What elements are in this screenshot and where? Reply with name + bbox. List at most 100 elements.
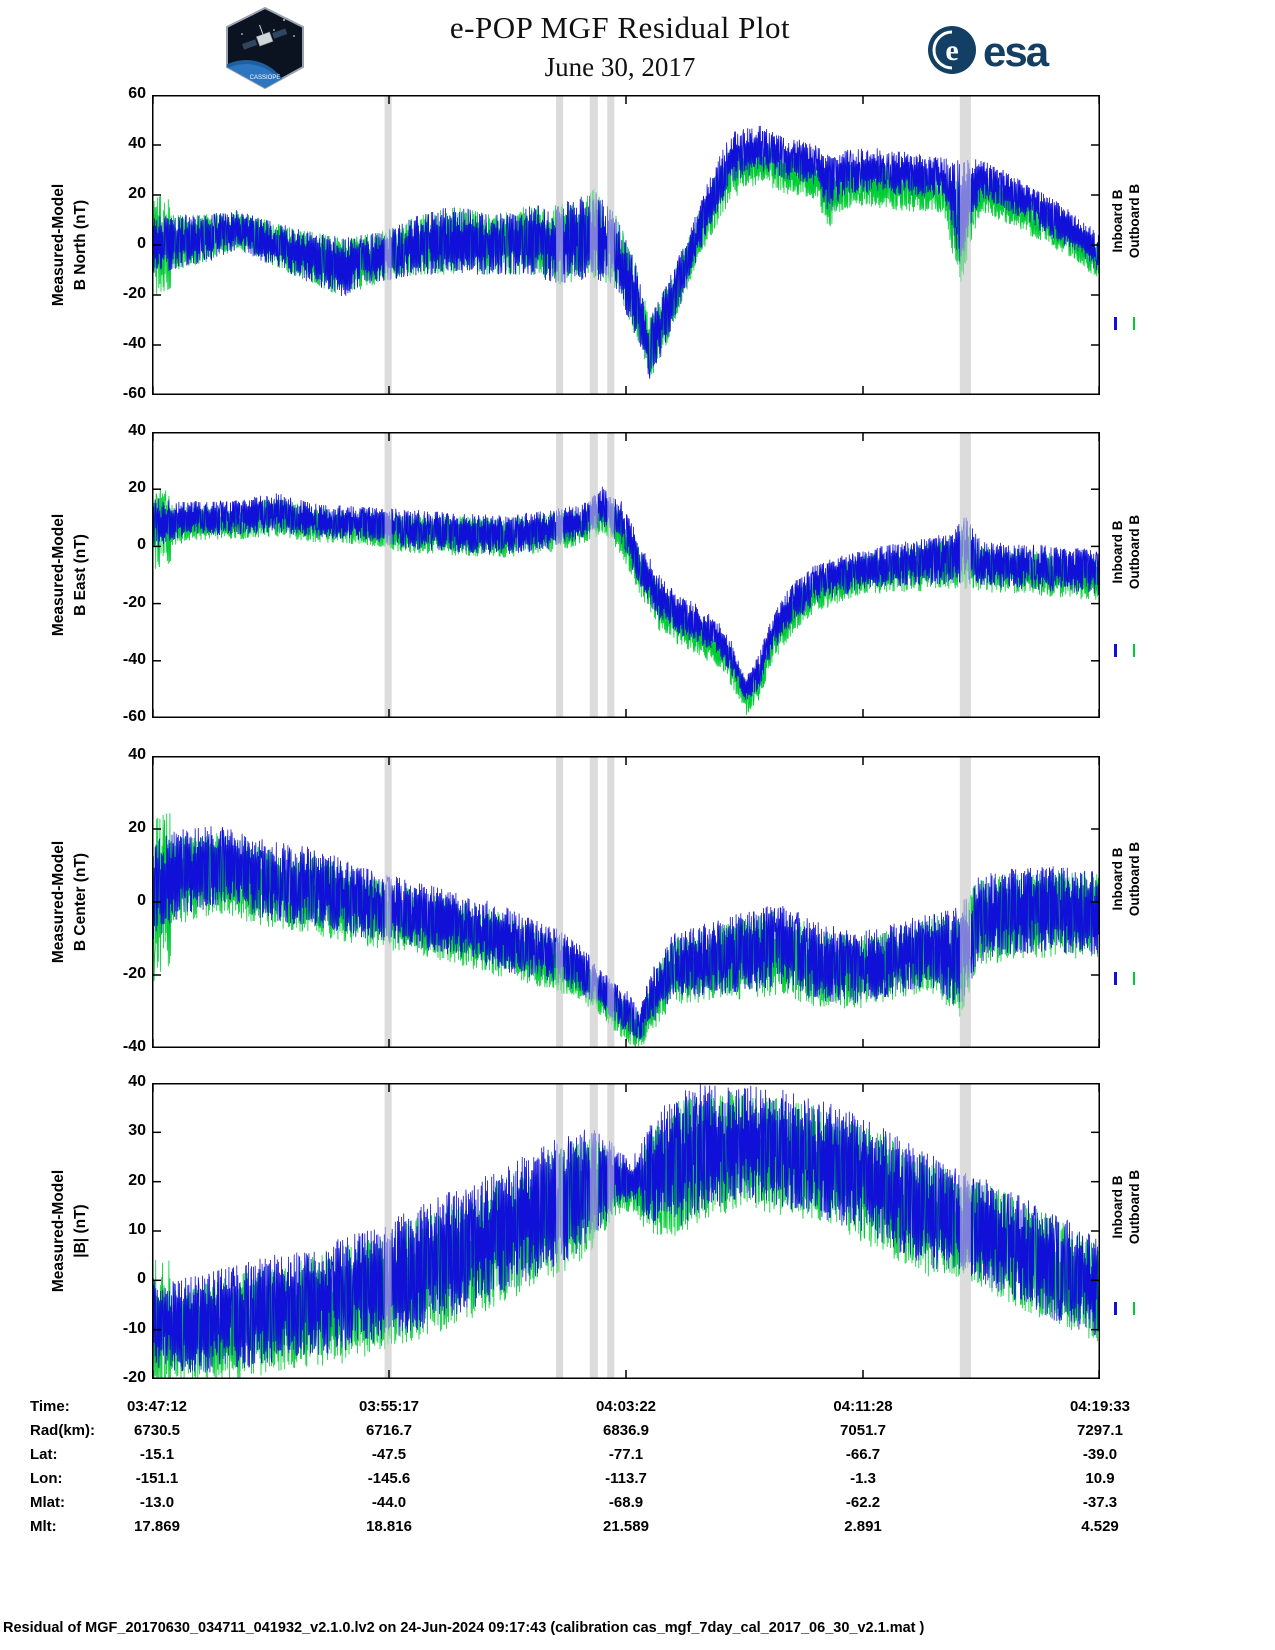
data-gap-band-overlay [384, 1083, 392, 1379]
table-cell: 10.9 [1085, 1470, 1115, 1487]
table-cell: -145.6 [367, 1470, 411, 1487]
data-gap-band-overlay [589, 95, 598, 395]
table-cell: -39.0 [1082, 1446, 1118, 1463]
y-axis-label-line1: Measured-Model [50, 513, 67, 637]
legend-inboard-label: Inboard B [1110, 189, 1125, 253]
inboard-legend-marker [1114, 643, 1117, 657]
y-axis-label-line2: B Center (nT) [72, 852, 89, 952]
page-title: e-POP MGF Residual Plot [449, 10, 791, 45]
y-tick-label: 30 [128, 1122, 146, 1140]
y-tick-label: 20 [128, 1171, 146, 1189]
data-gap-band-overlay [959, 756, 971, 1048]
outboard-legend-marker [1132, 317, 1135, 330]
data-gap-band-overlay [607, 756, 615, 1048]
axis-box [152, 756, 1100, 1048]
y-tick-label: 40 [128, 746, 146, 763]
inboard-legend-marker [1114, 1302, 1117, 1316]
y-tick-labels: -60 -40 -20 0 20 40 [98, 422, 146, 725]
outboard-legend-marker [1132, 972, 1135, 986]
table-cell: 04:19:33 [1069, 1398, 1131, 1415]
table-cell: 7297.1 [1077, 1422, 1123, 1439]
y-axis-label: Measured-Model B East (nT) [48, 514, 92, 636]
data-gap-band-overlay [607, 1083, 615, 1379]
y-axis-label: Measured-Model B Center (nT) [48, 841, 92, 963]
data-gap-band-overlay [607, 432, 615, 718]
y-axis-label-line2: B East (nT) [72, 534, 89, 616]
panel-b-magnitude: Measured-Model |B| (nT) -20 -10 0 10 20 30 40 … [50, 1073, 1142, 1386]
data-gap-band-overlay [556, 1083, 564, 1379]
y-tick-label: 20 [128, 479, 146, 497]
table-cell: 6836.9 [603, 1422, 649, 1439]
esa-logo-graphic: e esa [928, 26, 1052, 75]
inboard-b-trace [152, 826, 1100, 1040]
y-tick-label: -20 [122, 593, 146, 611]
table-cell: -15.1 [139, 1446, 175, 1463]
data-gap-band-overlay [384, 756, 392, 1048]
legend-outboard-label: Outboard B [1127, 1170, 1142, 1245]
y-tick-label: 0 [137, 235, 146, 252]
inboard-b-trace [152, 1084, 1100, 1373]
panel-b-center: Measured-Model B Center (nT) -40 -20 0 20 40… [50, 746, 1142, 1055]
y-tick-labels: -20 -10 0 10 20 30 40 [98, 1073, 146, 1386]
y-tick-label: -20 [122, 285, 146, 302]
data-gap-band-overlay [607, 95, 615, 395]
y-tick-label: 20 [128, 185, 146, 202]
y-axis-label: Measured-Model |B| (nT) [48, 1170, 92, 1292]
data-gap-band-overlay [384, 95, 392, 395]
inboard-legend-marker [1114, 972, 1117, 986]
table-cell: 21.589 [603, 1518, 649, 1535]
esa-logo-text: esa [983, 28, 1050, 75]
data-gap-band-overlay [589, 756, 598, 1048]
cassiope-logo-graphic: CASSIOPE [226, 6, 304, 90]
y-tick-labels: -60 -40 -20 0 20 40 60 [98, 85, 146, 402]
legend: Inboard B Outboard B [1100, 432, 1150, 718]
plot-area-b-center [152, 756, 1100, 1048]
title-block: e-POP MGF Residual Plot June 30, 2017 [0, 10, 1240, 83]
legend: Inboard B Outboard B [1100, 95, 1150, 395]
table-cell: 03:55:17 [358, 1398, 420, 1415]
y-tick-label: -40 [122, 335, 146, 352]
table-cell: -13.0 [139, 1494, 175, 1511]
y-tick-label: 60 [128, 85, 146, 102]
table-row-label: Mlt: [30, 1518, 57, 1535]
y-tick-label: -10 [122, 1319, 146, 1337]
data-gap-band-overlay [556, 756, 564, 1048]
table-cell: 04:03:22 [595, 1398, 657, 1415]
y-tick-label: 10 [128, 1221, 146, 1238]
table-cell: -113.7 [605, 1470, 647, 1487]
axis-box [152, 1083, 1100, 1379]
table-row-label: Mlat: [30, 1494, 65, 1511]
table-row-label: Time: [30, 1398, 70, 1415]
table-cell: 6730.5 [134, 1422, 180, 1439]
footer-provenance-text: Residual of MGF_20170630_034711_041932_v… [3, 1620, 925, 1636]
y-tick-label: -60 [122, 385, 146, 402]
y-axis-label-line1: Measured-Model [50, 840, 67, 964]
y-tick-label: 0 [137, 892, 146, 909]
y-tick-labels: -40 -20 0 20 40 [98, 746, 146, 1055]
y-tick-label: -20 [122, 1369, 146, 1386]
table-cell: -1.3 [850, 1470, 876, 1487]
panel-b-east: Measured-Model B East (nT) -60 -40 -20 0 20 4… [50, 422, 1142, 725]
y-tick-label: -60 [122, 708, 146, 725]
table-cell: 03:47:12 [126, 1398, 188, 1415]
y-tick-label: -40 [122, 1038, 146, 1055]
page-subtitle-date: June 30, 2017 [544, 52, 696, 82]
table-cell: -47.5 [371, 1446, 407, 1463]
cassiope-logo-text: CASSIOPE [250, 75, 281, 81]
table-row-label: Lat: [30, 1446, 58, 1463]
table-cell: -62.2 [845, 1494, 881, 1511]
data-gap-band-overlay [589, 1083, 598, 1379]
y-axis-label-line1: Measured-Model [50, 183, 67, 307]
y-axis-label: Measured-Model B North (nT) [48, 184, 92, 306]
y-axis-label-line2: B North (nT) [72, 199, 89, 291]
cassiope-mission-logo: CASSIOPE [222, 6, 308, 90]
data-gap-band-overlay [959, 95, 971, 395]
y-tick-label: 0 [137, 536, 146, 554]
table-row-label: Lon: [30, 1470, 63, 1487]
table-cell: -44.0 [371, 1494, 407, 1511]
table-cell: 4.529 [1081, 1518, 1119, 1535]
table-cell: 18.816 [366, 1518, 412, 1535]
y-tick-label: -40 [122, 650, 146, 668]
table-cell: 17.869 [134, 1518, 180, 1535]
